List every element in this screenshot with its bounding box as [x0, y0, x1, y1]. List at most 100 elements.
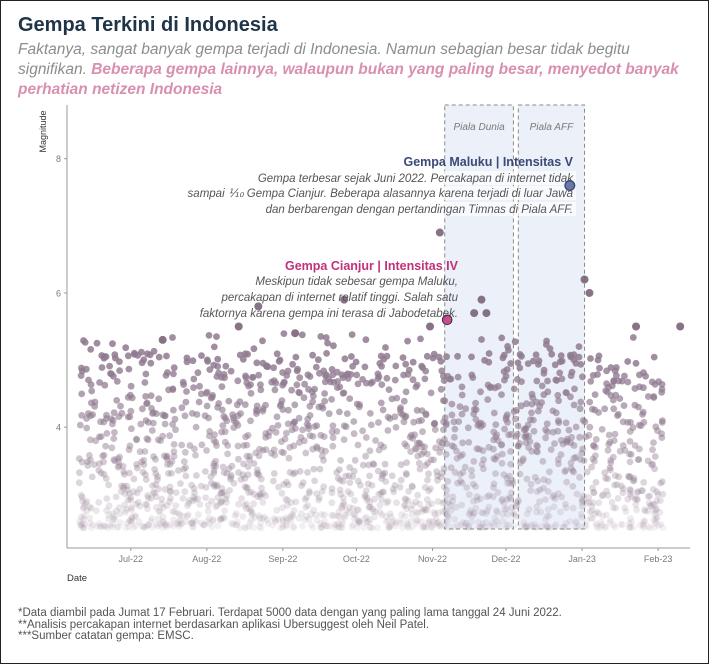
scatter-point — [368, 482, 376, 489]
scatter-point — [392, 362, 400, 370]
scatter-point — [282, 514, 290, 522]
scatter-point — [193, 411, 201, 418]
scatter-point — [422, 523, 430, 531]
scatter-point — [190, 384, 197, 391]
scatter-point — [450, 418, 458, 426]
scatter-point — [651, 523, 659, 531]
scatter-point — [268, 449, 275, 457]
scatter-point — [300, 394, 308, 402]
scatter-point — [170, 441, 178, 448]
footnote-2: **Analisis percakapan internet berdasark… — [18, 618, 430, 631]
scatter-point — [255, 452, 263, 460]
scatter-point — [659, 490, 667, 498]
scatter-point — [190, 517, 198, 524]
scatter-point — [436, 448, 444, 456]
scatter-point — [144, 494, 152, 502]
scatter-point — [369, 378, 376, 386]
scatter-point — [450, 523, 458, 531]
scatter-point — [235, 469, 242, 476]
scatter-point — [402, 470, 410, 477]
scatter-point — [538, 382, 546, 390]
scatter-point — [559, 440, 567, 448]
scatter-point — [403, 471, 410, 478]
scatter-point — [536, 486, 544, 494]
scatter-point — [435, 509, 442, 517]
scatter-point — [382, 518, 390, 526]
scatter-point — [503, 496, 511, 503]
scatter-point — [651, 465, 658, 473]
scatter-point — [632, 501, 640, 508]
scatter-point — [414, 509, 422, 517]
scatter-point — [222, 495, 230, 503]
scatter-point — [249, 373, 257, 381]
scatter-point — [362, 336, 370, 344]
notable-point — [340, 295, 349, 304]
scatter-point — [615, 473, 623, 481]
scatter-point — [577, 510, 585, 518]
scatter-point — [257, 386, 265, 394]
scatter-point — [355, 517, 363, 524]
scatter-point — [355, 518, 363, 526]
scatter-point — [254, 493, 261, 501]
scatter-point — [350, 510, 358, 518]
scatter-point — [93, 522, 101, 530]
scatter-point — [172, 426, 179, 434]
scatter-point — [493, 517, 501, 525]
scatter-point — [371, 513, 379, 521]
scatter-point — [533, 441, 540, 449]
scatter-point — [171, 415, 179, 423]
scatter-point — [280, 379, 288, 387]
scatter-point — [329, 442, 337, 450]
scatter-point — [402, 388, 410, 396]
scatter-point — [571, 385, 578, 393]
scatter-point — [152, 455, 159, 463]
scatter-point — [243, 484, 251, 492]
scatter-point — [116, 367, 123, 374]
notable-point — [632, 322, 641, 331]
scatter-point — [513, 499, 520, 507]
scatter-point — [593, 522, 601, 530]
scatter-point — [118, 482, 125, 490]
scatter-point — [163, 455, 171, 463]
scatter-point — [306, 488, 313, 495]
scatter-point — [344, 488, 352, 496]
scatter-point — [542, 426, 549, 434]
scatter-point — [650, 393, 658, 400]
scatter-point — [161, 521, 168, 529]
scatter-point — [604, 475, 612, 483]
scatter-point — [412, 383, 420, 391]
scatter-point — [430, 508, 438, 516]
scatter-point — [567, 464, 575, 472]
scatter-point — [208, 523, 216, 531]
scatter-point — [256, 491, 264, 498]
scatter-point — [512, 415, 519, 423]
scatter-point — [191, 495, 199, 503]
scatter-point — [287, 499, 295, 506]
scatter-point — [126, 517, 134, 525]
scatter-point — [349, 521, 357, 529]
scatter-point — [424, 476, 431, 484]
scatter-point — [451, 433, 458, 441]
scatter-point — [309, 445, 317, 453]
scatter-point — [284, 367, 292, 375]
scatter-point — [221, 515, 228, 522]
scatter-point — [350, 418, 358, 425]
scatter-point — [135, 498, 142, 506]
scatter-point — [124, 486, 131, 494]
scatter-point — [297, 510, 305, 517]
scatter-point — [364, 518, 371, 526]
scatter-point — [450, 443, 458, 451]
scatter-point — [626, 438, 634, 445]
scatter-point — [425, 519, 432, 527]
scatter-point — [628, 518, 635, 526]
scatter-point — [161, 412, 169, 420]
scatter-point — [465, 524, 473, 532]
scatter-point — [189, 523, 197, 531]
scatter-point — [210, 469, 218, 477]
scatter-point — [651, 511, 659, 518]
scatter-point — [144, 492, 152, 499]
scatter-point — [557, 352, 565, 359]
scatter-point — [278, 489, 286, 497]
scatter-point — [570, 401, 578, 409]
scatter-point — [110, 513, 118, 520]
